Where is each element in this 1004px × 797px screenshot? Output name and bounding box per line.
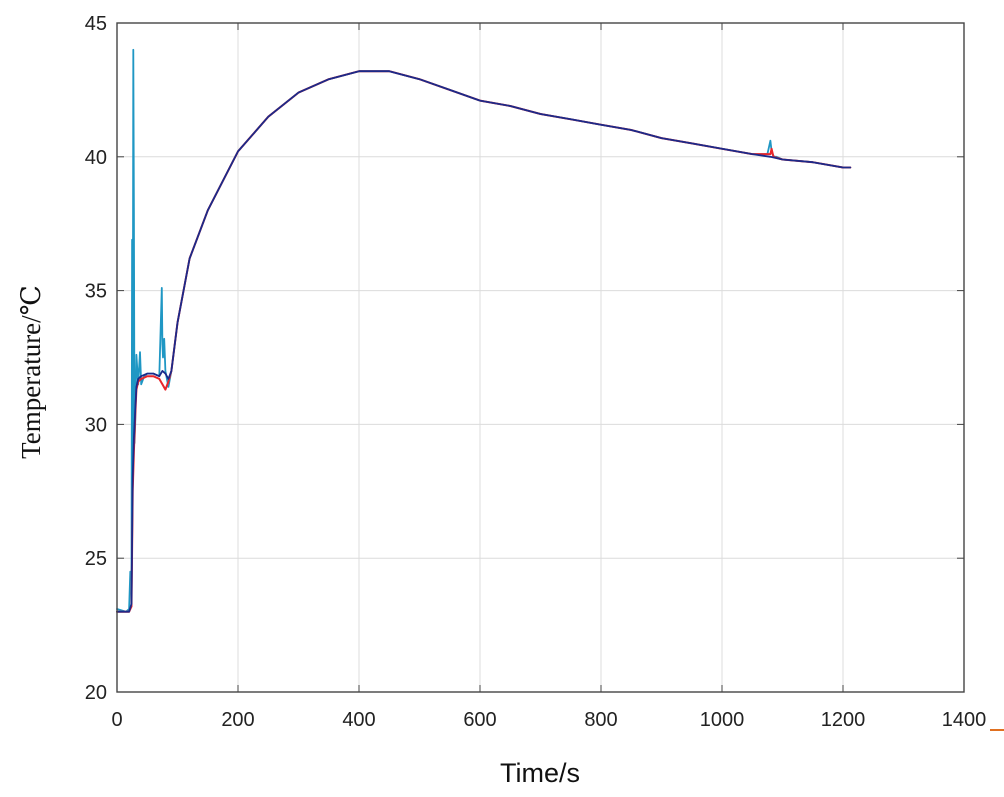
x-tick-label: 1400 xyxy=(942,709,987,731)
y-tick-label: 35 xyxy=(85,281,107,303)
x-tick-label: 1000 xyxy=(700,709,745,731)
y-tick-label: 25 xyxy=(85,548,107,570)
x-tick-label: 0 xyxy=(111,709,122,731)
grid-lines xyxy=(117,23,964,692)
y-tick-label: 30 xyxy=(85,414,107,436)
y-tick-label: 45 xyxy=(85,13,107,35)
y-axis-label: Temperature/℃ xyxy=(16,285,46,459)
x-axis-label: Time/s xyxy=(500,758,580,788)
x-tick-label: 400 xyxy=(342,709,375,731)
x-tick-labels: 0 200 400 600 800 1000 1200 1400 xyxy=(111,709,986,731)
x-tick-label: 600 xyxy=(463,709,496,731)
y-tick-labels: 20 25 30 35 40 45 xyxy=(85,13,107,704)
data-series-group xyxy=(116,48,852,613)
x-tick-label: 200 xyxy=(221,709,254,731)
plot-frame xyxy=(116,22,965,693)
plot-area xyxy=(117,23,964,692)
axis-ticks xyxy=(116,22,965,693)
y-tick-label: 20 xyxy=(85,682,107,704)
x-tick-label: 1200 xyxy=(821,709,866,731)
x-tick-label: 800 xyxy=(584,709,617,731)
series-line-3 xyxy=(116,70,852,613)
y-tick-label: 40 xyxy=(85,147,107,169)
